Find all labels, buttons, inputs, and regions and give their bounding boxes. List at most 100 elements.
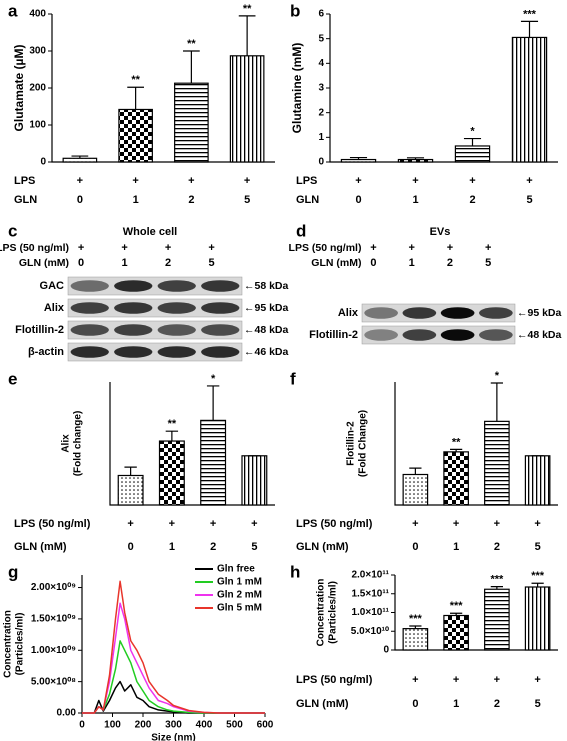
y-tick-label: 4 bbox=[318, 58, 324, 69]
condition-value: 0 bbox=[78, 257, 84, 269]
condition-value: 2 bbox=[210, 541, 216, 553]
blot-band bbox=[440, 307, 475, 319]
band-label: β-actin bbox=[28, 346, 64, 358]
band-size: ←48 kDa bbox=[517, 329, 562, 341]
bar bbox=[454, 145, 491, 163]
condition-value: + bbox=[244, 175, 250, 187]
condition-value: + bbox=[409, 242, 415, 254]
condition-label: LPS (50 ng/ml) bbox=[289, 242, 362, 254]
blot-strip bbox=[67, 320, 243, 340]
condition-value: 0 bbox=[128, 541, 134, 553]
bar bbox=[200, 419, 227, 506]
condition-value: + bbox=[132, 175, 138, 187]
error-bar bbox=[520, 20, 539, 38]
band-label: Alix bbox=[44, 302, 65, 314]
bar bbox=[340, 158, 377, 163]
condition-value: + bbox=[469, 175, 475, 187]
bar bbox=[524, 455, 551, 506]
condition-value: 5 bbox=[244, 194, 250, 206]
bar bbox=[117, 474, 144, 506]
blot-band bbox=[70, 302, 109, 314]
significance: *** bbox=[531, 570, 545, 582]
condition-value: + bbox=[494, 518, 500, 530]
condition-label: LPS (50 ng/ml) bbox=[0, 242, 69, 254]
blot-title: Whole cell bbox=[123, 226, 177, 238]
condition-value: 1 bbox=[409, 257, 415, 269]
y-tick-label: 3 bbox=[318, 83, 324, 94]
y-axis-label: Concentration bbox=[3, 610, 14, 678]
y-tick-label: 6 bbox=[318, 9, 324, 20]
panel-letter: b bbox=[290, 1, 300, 20]
condition-value: 0 bbox=[412, 541, 418, 553]
error-bar bbox=[124, 466, 137, 476]
y-tick-label: 1.0×10¹¹ bbox=[351, 607, 389, 618]
condition-value: 0 bbox=[355, 194, 361, 206]
condition-label: LPS bbox=[296, 175, 317, 187]
blot-band bbox=[70, 280, 109, 292]
condition-label: GLN bbox=[296, 194, 319, 206]
y-tick-label: 0 bbox=[318, 157, 324, 168]
x-tick-label: 200 bbox=[135, 720, 152, 731]
condition-value: + bbox=[127, 518, 133, 530]
y-axis-label: (Particles/ml) bbox=[328, 581, 339, 644]
panel-letter: e bbox=[8, 369, 17, 388]
x-tick-label: 300 bbox=[165, 720, 182, 731]
condition-value: + bbox=[534, 518, 540, 530]
blot-band bbox=[201, 346, 240, 358]
significance: ** bbox=[168, 418, 177, 430]
blot-band bbox=[201, 302, 240, 314]
blot-band bbox=[479, 307, 513, 319]
blot-band bbox=[157, 280, 196, 292]
blot-band bbox=[201, 324, 240, 336]
condition-value: 2 bbox=[447, 257, 453, 269]
condition-value: + bbox=[412, 674, 418, 686]
y-tick-label: 100 bbox=[29, 120, 46, 131]
error-bar bbox=[183, 50, 200, 84]
error-bar bbox=[450, 448, 463, 452]
error-bar bbox=[409, 625, 422, 629]
band-label: GAC bbox=[40, 280, 65, 292]
blot-title: EVs bbox=[430, 226, 451, 238]
condition-label: LPS bbox=[14, 175, 35, 187]
blot-band bbox=[70, 346, 109, 358]
condition-value: + bbox=[485, 242, 491, 254]
bar bbox=[511, 36, 548, 163]
significance: ** bbox=[131, 74, 140, 86]
significance: *** bbox=[450, 600, 464, 612]
condition-value: + bbox=[78, 242, 84, 254]
condition-value: 5 bbox=[251, 541, 257, 553]
error-bar bbox=[349, 156, 368, 160]
band-label: Flotillin-2 bbox=[15, 324, 64, 336]
blot-strip bbox=[361, 303, 516, 323]
significance: * bbox=[211, 373, 216, 385]
condition-value: 5 bbox=[526, 194, 532, 206]
condition-value: + bbox=[453, 674, 459, 686]
x-tick-label: 500 bbox=[226, 720, 243, 731]
legend-label: Gln free bbox=[217, 564, 255, 575]
x-tick-label: 400 bbox=[196, 720, 213, 731]
condition-value: + bbox=[447, 242, 453, 254]
condition-value: + bbox=[210, 518, 216, 530]
condition-value: 0 bbox=[412, 698, 418, 710]
condition-value: 0 bbox=[77, 194, 83, 206]
x-tick-label: 600 bbox=[257, 720, 274, 731]
condition-value: 2 bbox=[494, 698, 500, 710]
condition-label: GLN (mM) bbox=[311, 257, 361, 269]
condition-label: GLN (mM) bbox=[14, 541, 67, 553]
significance: * bbox=[495, 370, 500, 382]
condition-value: + bbox=[188, 175, 194, 187]
blot-band bbox=[440, 329, 475, 341]
condition-value: + bbox=[121, 242, 127, 254]
blot-band bbox=[201, 280, 240, 292]
y-axis-label: Concentration bbox=[316, 579, 327, 647]
panel-letter: f bbox=[290, 369, 296, 388]
significance: ** bbox=[243, 3, 252, 15]
legend-label: Gln 1 mM bbox=[217, 577, 262, 588]
y-axis-label: (Particles/ml) bbox=[15, 613, 26, 676]
condition-value: 5 bbox=[208, 257, 214, 269]
blot-strip bbox=[67, 342, 243, 362]
condition-value: 5 bbox=[535, 541, 541, 553]
significance: ** bbox=[452, 436, 461, 448]
error-bar bbox=[206, 385, 220, 421]
blot-band bbox=[157, 302, 196, 314]
